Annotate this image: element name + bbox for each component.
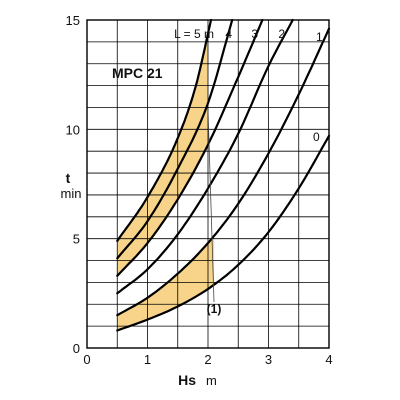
- plot-frame: [86, 19, 330, 349]
- y-axis-unit: min: [61, 186, 82, 201]
- chart-title: MPC 21: [112, 65, 163, 81]
- x-axis-unit: m: [206, 373, 217, 388]
- y-tick-label: 10: [66, 122, 80, 137]
- curve-label-L-2: 2: [278, 27, 285, 41]
- x-tick-label: 1: [144, 352, 151, 367]
- curve-label-L-4: 4: [225, 27, 232, 41]
- shaded-band-2: [117, 33, 208, 276]
- curves: [116, 18, 331, 332]
- axes: [86, 19, 330, 349]
- y-axis-label: t: [66, 170, 71, 186]
- x-tick-label: 2: [204, 352, 211, 367]
- x-axis-label: Hs: [178, 372, 196, 388]
- shaded-bands: [117, 33, 215, 331]
- x-tick-label: 4: [325, 352, 332, 367]
- x-tick-label: 0: [83, 352, 90, 367]
- curve-label-L-3: 3: [251, 27, 258, 41]
- y-tick-label: 5: [73, 232, 80, 247]
- annotation-label: (1): [207, 302, 222, 316]
- curve-label-L-0: 0: [313, 130, 320, 144]
- annotation-leader: [207, 109, 215, 303]
- y-tick-label: 15: [66, 13, 80, 28]
- curve-L-4: [116, 18, 234, 260]
- curve-L-0: [116, 134, 331, 332]
- curve-L-1: [116, 27, 331, 317]
- curve-L-5: [116, 18, 213, 242]
- curve-label-L-5: L = 5 m: [174, 27, 214, 41]
- curve-label-L-1: 1: [316, 30, 323, 44]
- curve-L-3: [116, 18, 264, 277]
- x-tick-label: 3: [265, 352, 272, 367]
- y-tick-label: 0: [73, 341, 80, 356]
- shaded-band-1: [117, 235, 215, 331]
- grid: [86, 19, 330, 349]
- curve-L-2: [116, 18, 294, 295]
